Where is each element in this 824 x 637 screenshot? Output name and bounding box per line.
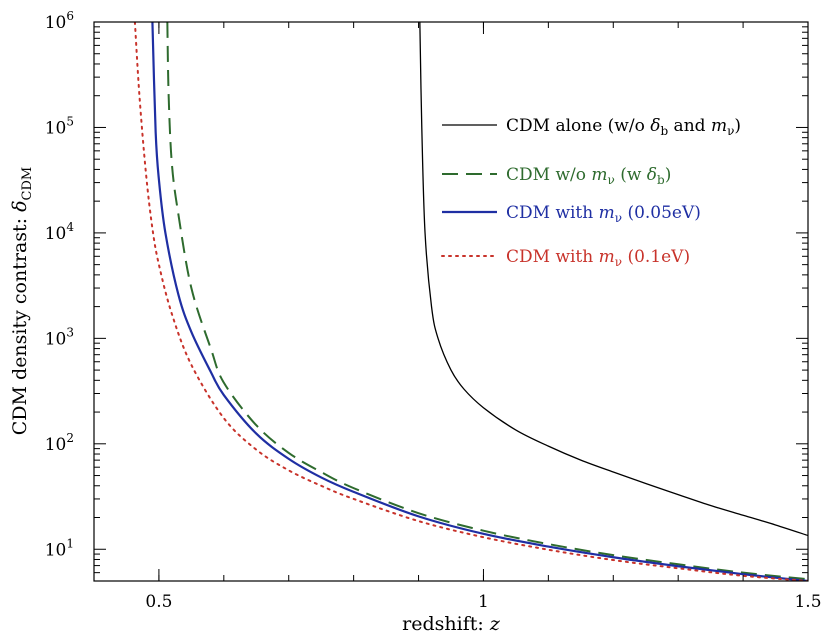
- series-line-4: [133, 22, 808, 581]
- y-tick-label: 105: [45, 114, 74, 138]
- legend-label-2: CDM w/o mν (w δb): [506, 165, 671, 187]
- x-axis-title: redshift: z: [402, 613, 501, 635]
- series-line-2: [166, 22, 808, 581]
- plot-frame: [93, 21, 809, 582]
- legend-label-1: CDM alone (w/o δb and mν): [506, 116, 741, 138]
- y-tick-label: 102: [45, 431, 74, 455]
- y-tick-label: 101: [45, 536, 74, 560]
- series-layer: [133, 22, 808, 581]
- x-tick-label: 1.5: [794, 592, 821, 612]
- legend-label-3: CDM with mν (0.05eV): [506, 203, 701, 225]
- legend: CDM alone (w/o δb and mν) CDM w/o mν (w δ…: [441, 116, 741, 269]
- y-axis-title: CDM density contrast: δCDM: [9, 167, 35, 435]
- y-tick-label: 103: [45, 325, 74, 349]
- y-tick-label: 106: [45, 9, 74, 33]
- series-line-3: [151, 22, 808, 581]
- tick-layer: 0.5 1 1.5 101 102 103 104 105 106: [45, 9, 822, 612]
- x-tick-label: 0.5: [145, 592, 172, 612]
- series-line-1: [419, 22, 808, 537]
- x-tick-label: 1: [478, 592, 489, 612]
- legend-label-4: CDM with mν (0.1eV): [506, 247, 690, 269]
- y-tick-label: 104: [45, 220, 75, 244]
